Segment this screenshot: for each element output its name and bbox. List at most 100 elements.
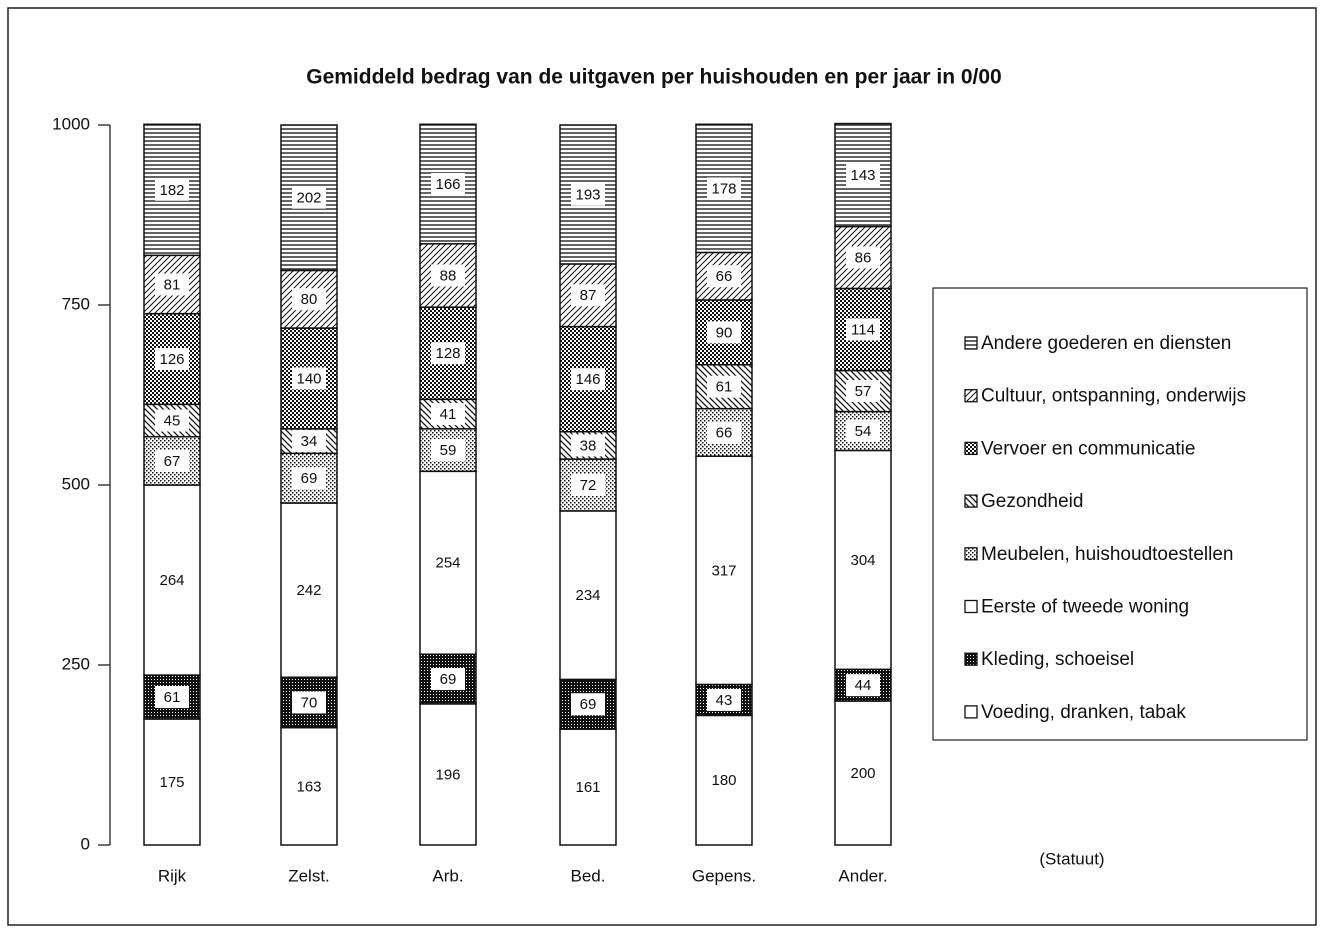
- value-label: 67: [164, 453, 181, 470]
- value-label-box: [155, 686, 189, 709]
- value-label-box: [571, 183, 605, 206]
- value-label-box: [155, 178, 189, 201]
- value-label: 90: [716, 324, 733, 341]
- value-label: 72: [580, 477, 597, 494]
- legend-swatch: [964, 336, 978, 350]
- legend-swatch: [964, 389, 978, 403]
- value-label: 140: [296, 370, 321, 387]
- value-label-box: [571, 434, 605, 457]
- value-label: 175: [159, 774, 184, 791]
- value-label-box: [571, 368, 605, 391]
- value-label-box: [846, 674, 880, 697]
- value-label: 128: [435, 345, 460, 362]
- value-label-box: [707, 177, 741, 200]
- value-label: 114: [851, 321, 875, 338]
- y-tick-label: 500: [62, 474, 90, 493]
- value-label-box: [155, 449, 189, 472]
- value-label-box: [707, 559, 741, 582]
- value-label: 182: [159, 182, 184, 199]
- value-label-box: [292, 691, 326, 714]
- value-label-box: [707, 375, 741, 398]
- value-label: 69: [301, 470, 318, 487]
- value-label-box: [571, 284, 605, 307]
- legend-swatch: [964, 547, 978, 561]
- value-label-box: [707, 265, 741, 288]
- value-label-box: [292, 367, 326, 390]
- x-tick-label: Gepens.: [692, 866, 756, 885]
- value-label: 304: [850, 552, 875, 569]
- value-label: 66: [716, 424, 733, 441]
- value-label: 317: [711, 562, 736, 579]
- value-label: 163: [296, 778, 321, 795]
- x-tick-label: Bed.: [571, 866, 606, 885]
- value-label: 59: [440, 442, 457, 459]
- value-label: 80: [301, 291, 318, 308]
- value-label-box: [431, 403, 465, 426]
- value-label: 202: [296, 190, 321, 207]
- legend-swatch: [964, 441, 978, 456]
- x-tick-label: Ander.: [838, 866, 887, 885]
- value-label-box: [846, 420, 880, 442]
- x-tick-label: Zelst.: [288, 866, 330, 885]
- value-label: 61: [164, 689, 181, 706]
- value-label-box: [431, 551, 465, 574]
- legend-swatch: [964, 494, 978, 508]
- value-label-box: [707, 321, 741, 344]
- x-tick-label: Arb.: [432, 866, 463, 885]
- legend-label: Kleding, schoeisel: [981, 649, 1134, 670]
- value-label-box: [155, 771, 189, 793]
- legend-label: Cultuur, ontspanning, onderwijs: [981, 386, 1246, 407]
- value-label: 234: [575, 587, 600, 604]
- value-label: 69: [580, 696, 597, 713]
- value-label-box: [707, 688, 741, 711]
- legend-label: Vervoer en communicatie: [981, 438, 1195, 459]
- value-label-box: [846, 318, 880, 341]
- value-label: 126: [159, 351, 184, 368]
- value-label: 61: [716, 379, 733, 396]
- value-label: 69: [440, 671, 457, 688]
- legend-label: Andere goederen en diensten: [981, 333, 1231, 354]
- value-label-box: [571, 584, 605, 607]
- value-label: 254: [435, 555, 460, 572]
- value-label-box: [571, 776, 605, 799]
- value-label: 264: [159, 572, 184, 589]
- x-tick-label: Rijk: [158, 866, 187, 885]
- value-label: 143: [850, 167, 875, 184]
- value-label-box: [292, 430, 326, 453]
- value-label: 242: [296, 582, 321, 599]
- value-label-box: [431, 668, 465, 691]
- value-label-box: [292, 579, 326, 602]
- value-label-box: [431, 173, 465, 196]
- value-label: 196: [435, 766, 460, 783]
- legend-label: Eerste of tweede woning: [981, 597, 1189, 618]
- value-label-box: [846, 762, 880, 784]
- value-label: 43: [716, 692, 733, 709]
- value-label-box: [292, 775, 326, 798]
- y-tick-label: 1000: [52, 114, 90, 133]
- value-label-box: [292, 288, 326, 311]
- value-label-box: [571, 474, 605, 496]
- value-label: 178: [711, 180, 736, 197]
- value-label-box: [292, 467, 326, 490]
- legend-swatch: [964, 599, 978, 614]
- value-label-box: [155, 273, 189, 296]
- legend-label: Meubelen, huishoudtoestellen: [981, 544, 1233, 565]
- value-label: 200: [850, 765, 875, 782]
- value-label: 70: [301, 694, 318, 711]
- value-label: 54: [855, 423, 872, 440]
- bar-segment: [559, 263, 617, 328]
- value-label-box: [155, 409, 189, 432]
- value-label-box: [431, 763, 465, 786]
- frame: [7, 7, 1317, 926]
- value-label: 34: [301, 433, 318, 450]
- legend-swatch: [964, 652, 978, 666]
- value-label: 166: [435, 176, 460, 193]
- value-label-box: [571, 693, 605, 716]
- value-label-box: [431, 264, 465, 287]
- value-label-box: [431, 439, 465, 462]
- x-axis-label: (Statuut): [1039, 849, 1104, 868]
- value-label-box: [846, 246, 880, 269]
- value-label-box: [431, 342, 465, 365]
- chart-title: Gemiddeld bedrag van de uitgaven per hui…: [306, 66, 1002, 89]
